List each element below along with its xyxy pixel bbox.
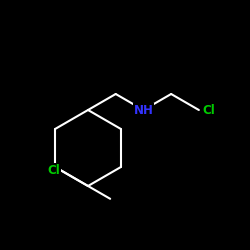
Text: NH: NH xyxy=(134,104,153,117)
Text: Cl: Cl xyxy=(203,104,215,117)
Text: Cl: Cl xyxy=(48,164,60,176)
